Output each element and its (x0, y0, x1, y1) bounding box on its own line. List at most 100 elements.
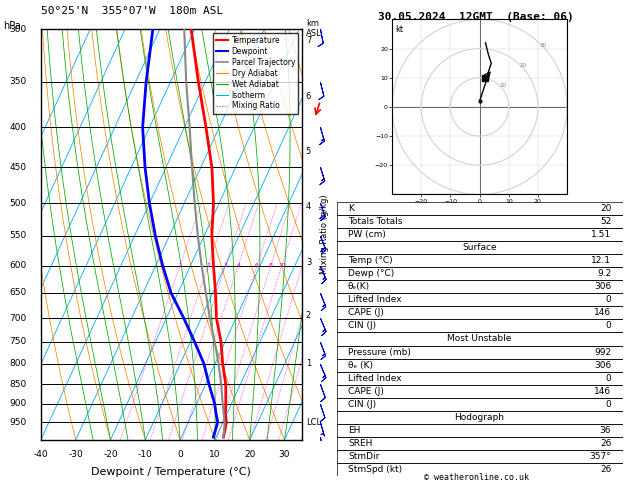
Legend: Temperature, Dewpoint, Parcel Trajectory, Dry Adiabat, Wet Adiabat, Isotherm, Mi: Temperature, Dewpoint, Parcel Trajectory… (213, 33, 298, 114)
Text: 26: 26 (600, 439, 611, 448)
Text: 700: 700 (9, 313, 26, 323)
Text: 146: 146 (594, 308, 611, 317)
Text: 3: 3 (223, 263, 228, 268)
Text: 900: 900 (9, 399, 26, 408)
Bar (337, 450, 623, 463)
Text: 500: 500 (9, 199, 26, 208)
Text: 12.1: 12.1 (591, 256, 611, 265)
Text: © weatheronline.co.uk: © weatheronline.co.uk (424, 473, 528, 482)
Text: 0: 0 (606, 374, 611, 382)
Bar (337, 424, 623, 437)
Bar (337, 372, 623, 385)
Text: 9.2: 9.2 (597, 269, 611, 278)
Text: CIN (J): CIN (J) (348, 400, 376, 409)
Text: Lifted Index: Lifted Index (348, 295, 401, 304)
Text: 146: 146 (594, 387, 611, 396)
Text: -40: -40 (33, 450, 48, 459)
Bar (337, 306, 623, 319)
Text: SREH: SREH (348, 439, 372, 448)
Text: 10: 10 (499, 83, 506, 88)
Bar (337, 241, 623, 254)
Text: 306: 306 (594, 282, 611, 291)
Text: 0: 0 (606, 321, 611, 330)
Text: km
ASL: km ASL (306, 19, 322, 38)
Text: Temp (°C): Temp (°C) (348, 256, 392, 265)
Text: 350: 350 (9, 77, 26, 86)
Text: 30.05.2024  12GMT  (Base: 06): 30.05.2024 12GMT (Base: 06) (378, 12, 574, 22)
Bar (337, 463, 623, 476)
Text: 0: 0 (177, 450, 183, 459)
Text: 6: 6 (306, 91, 311, 101)
Text: 400: 400 (9, 123, 26, 132)
Text: Lifted Index: Lifted Index (348, 374, 401, 382)
Bar (337, 385, 623, 398)
Text: Dewp (°C): Dewp (°C) (348, 269, 394, 278)
Text: CAPE (J): CAPE (J) (348, 387, 384, 396)
Text: Totals Totals: Totals Totals (348, 217, 403, 226)
Bar (337, 398, 623, 411)
Text: -30: -30 (69, 450, 83, 459)
Text: CIN (J): CIN (J) (348, 321, 376, 330)
Text: 8: 8 (269, 263, 273, 268)
Text: Pressure (mb): Pressure (mb) (348, 347, 411, 357)
Text: EH: EH (348, 426, 360, 435)
Text: 1: 1 (306, 359, 311, 368)
Text: Surface: Surface (462, 243, 497, 252)
Text: 550: 550 (9, 231, 26, 241)
Text: 1: 1 (178, 263, 182, 268)
Bar (337, 254, 623, 267)
Text: 20: 20 (520, 63, 526, 68)
Bar (337, 267, 623, 280)
Text: 600: 600 (9, 261, 26, 270)
Text: 450: 450 (9, 163, 26, 172)
Text: 50°25'N  355°07'W  180m ASL: 50°25'N 355°07'W 180m ASL (41, 5, 223, 16)
Text: 2: 2 (306, 311, 311, 320)
Bar (337, 202, 623, 215)
Text: hPa: hPa (3, 21, 21, 32)
Text: 300: 300 (9, 25, 26, 34)
Text: Most Unstable: Most Unstable (447, 334, 512, 344)
Text: 1.51: 1.51 (591, 230, 611, 239)
Text: 0: 0 (606, 295, 611, 304)
Bar (337, 359, 623, 372)
Text: 357°: 357° (589, 452, 611, 461)
Bar (337, 293, 623, 306)
Bar (337, 215, 623, 228)
Bar (337, 280, 623, 293)
Bar (337, 332, 623, 346)
Text: 20: 20 (244, 450, 255, 459)
Text: 26: 26 (600, 465, 611, 474)
Bar (337, 319, 623, 332)
Text: Mixing Ratio (g/kg): Mixing Ratio (g/kg) (320, 195, 328, 274)
Text: 36: 36 (600, 426, 611, 435)
Text: 850: 850 (9, 380, 26, 389)
Text: 800: 800 (9, 359, 26, 368)
Text: K: K (348, 204, 354, 213)
Text: 750: 750 (9, 337, 26, 346)
Text: 30: 30 (279, 450, 290, 459)
Text: 306: 306 (594, 361, 611, 370)
Text: 992: 992 (594, 347, 611, 357)
Text: -20: -20 (103, 450, 118, 459)
Text: kt: kt (395, 25, 403, 35)
Text: 7: 7 (306, 36, 311, 45)
Text: 650: 650 (9, 288, 26, 297)
Text: 950: 950 (9, 418, 26, 427)
Text: 20: 20 (600, 204, 611, 213)
Text: 2: 2 (206, 263, 210, 268)
Text: CAPE (J): CAPE (J) (348, 308, 384, 317)
Text: θₑ(K): θₑ(K) (348, 282, 370, 291)
Text: StmSpd (kt): StmSpd (kt) (348, 465, 402, 474)
Text: -10: -10 (138, 450, 153, 459)
Text: 3: 3 (306, 258, 311, 267)
Text: Hodograph: Hodograph (455, 413, 504, 422)
Text: 0: 0 (606, 400, 611, 409)
Text: 4: 4 (306, 202, 311, 211)
Text: Dewpoint / Temperature (°C): Dewpoint / Temperature (°C) (91, 467, 252, 477)
Text: StmDir: StmDir (348, 452, 379, 461)
Bar (337, 411, 623, 424)
Text: θₑ (K): θₑ (K) (348, 361, 373, 370)
Text: 52: 52 (600, 217, 611, 226)
Bar (337, 437, 623, 450)
Bar (337, 346, 623, 359)
